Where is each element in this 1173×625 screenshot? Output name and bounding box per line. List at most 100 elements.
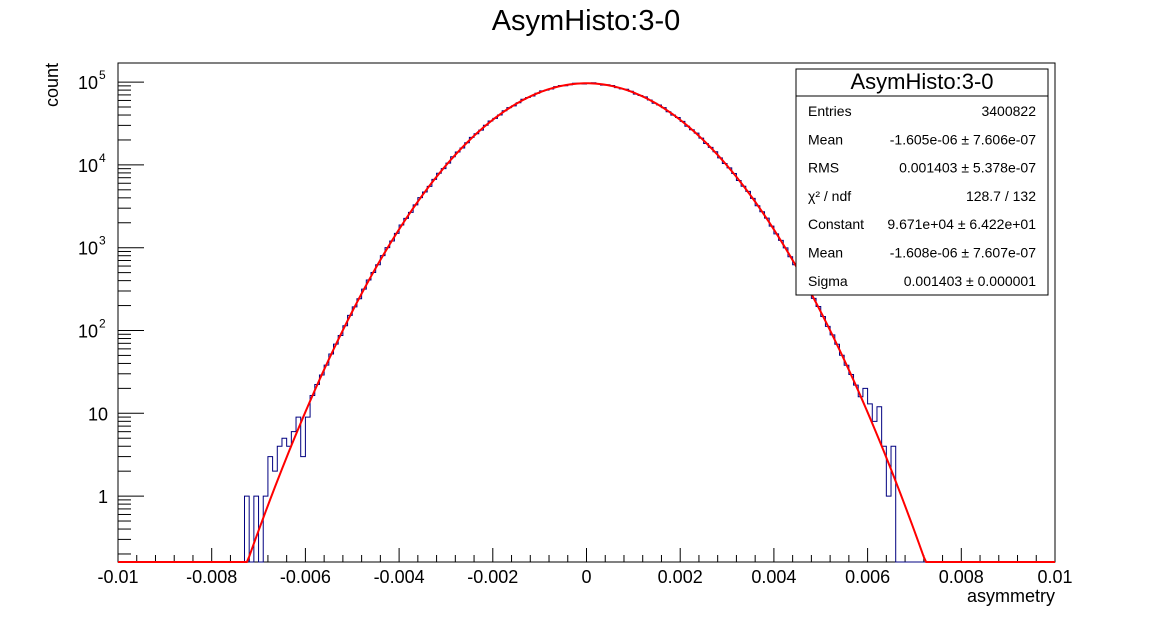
histogram-bin [549,89,554,562]
histogram-bin [474,134,479,562]
histogram-bin [483,125,488,562]
x-axis-label: asymmetry [967,586,1055,606]
histogram-bin [882,446,887,562]
histogram-bin [301,457,306,562]
histogram-bin [872,421,877,562]
histogram-bin [526,97,531,562]
histogram-bin [647,100,652,562]
histogram-bin [254,496,259,562]
y-tick-label: 10 [78,156,98,176]
histogram-bin [315,384,320,562]
histogram-bin [380,256,385,562]
histogram-bin [521,99,526,562]
histogram-bin [783,248,788,562]
histogram-bin [802,281,807,562]
histogram-bin [244,496,249,562]
histogram-bin [507,108,512,562]
x-tick-label: 0.004 [751,567,796,587]
histogram-bin [835,344,840,562]
histogram-bin [460,148,465,562]
histogram-bin [849,374,854,562]
histogram-bin [394,233,399,562]
histogram-bin [540,91,545,562]
stats-row-value: 9.671e+04 ± 6.422e+01 [887,216,1036,232]
histogram-bin [582,84,587,562]
x-tick-label: -0.002 [467,567,518,587]
histogram-bin [268,457,273,562]
histogram-bin [390,241,395,562]
x-tick-labels: -0.01 -0.008 -0.006 -0.004 -0.002 0 0.002 0.004… [97,567,1072,587]
x-tick-label: -0.006 [280,567,331,587]
histogram-bin [877,407,882,562]
stats-row-value: -1.608e-06 ± 7.607e-07 [890,245,1036,261]
histogram-bin [713,152,718,562]
y-tick-label: 10 [88,404,108,424]
y-tick-label: 10 [78,73,98,93]
histogram-bin [348,315,353,562]
stats-row-label: Mean [808,245,843,261]
histogram-bin [680,121,685,562]
stats-row-label: Mean [808,131,843,147]
gaussian-fit-curve [118,82,1055,563]
stats-row-value: 3400822 [981,103,1036,119]
histogram-bin [811,298,816,562]
histogram-bin [638,96,643,562]
x-tick-label: 0.002 [658,567,703,587]
histogram-bin [615,88,620,562]
histogram-bin [779,240,784,562]
x-tick-label: 0.01 [1037,567,1072,587]
y-tick-exponent: 5 [99,68,106,82]
stats-row-label: Entries [808,103,852,119]
histogram-bin [568,85,573,562]
histogram-bin [863,388,868,562]
stats-row-value: 0.001403 ± 5.378e-07 [899,160,1036,176]
histogram-bin [741,186,746,562]
histogram-bin [868,404,873,562]
histogram-bin [596,84,601,562]
histogram-bin [479,130,484,562]
histogram-bin [825,326,830,562]
histogram-bin [886,496,891,562]
histogram-bin [432,179,437,562]
stats-box: AsymHisto:3-0 Entries 3400822 Mean -1.605e-… [795,68,1049,296]
y-axis-label: count [42,63,62,107]
histogram-bin [765,218,770,562]
histogram-bin [563,86,568,562]
histogram-bin [371,272,376,562]
histogram-bin [844,365,849,562]
histogram-bin [755,206,760,562]
x-tick-label: -0.004 [374,567,425,587]
histogram-bin [427,186,432,562]
histogram-bin [722,163,727,562]
histogram-bin [366,280,371,562]
histogram-bin [666,112,671,562]
histogram-bin [587,83,592,562]
histogram-bin [699,138,704,562]
histogram-bin [788,257,793,562]
histogram-bin [793,265,798,562]
histogram-bin [535,93,540,562]
histogram-bin [291,432,296,562]
x-tick-label: -0.008 [186,567,237,587]
histogram-bin [854,385,859,562]
histogram-bin [296,417,301,562]
histogram-bin [629,91,634,562]
histogram-bin [830,335,835,562]
histogram-bin [465,143,470,562]
x-tick-label: 0.008 [939,567,984,587]
histogram-bin [493,118,498,562]
histogram-bin [343,326,348,562]
histogram-bin [704,143,709,562]
histogram-bin [760,212,765,562]
stats-box-rows: Entries 3400822 Mean -1.605e-06 ± 7.606e-07… [808,103,1036,289]
stats-box-title: AsymHisto:3-0 [850,69,993,94]
histogram-bin [694,133,699,562]
histogram-bin [891,446,896,562]
stats-row-label: χ² / ndf [808,188,851,204]
histogram-bin [441,169,446,562]
histogram-bin [554,87,559,562]
histogram-bin [676,118,681,562]
histogram-bin [746,191,751,562]
histogram-bin [512,106,517,562]
y-tick-label: 1 [98,487,108,507]
